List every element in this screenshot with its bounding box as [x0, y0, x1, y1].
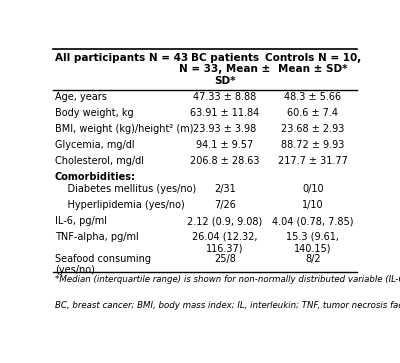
Text: Cholesterol, mg/dl: Cholesterol, mg/dl: [55, 156, 144, 166]
Text: TNF-alpha, pg/ml: TNF-alpha, pg/ml: [55, 232, 138, 242]
Text: Body weight, kg: Body weight, kg: [55, 108, 133, 118]
Text: 0/10: 0/10: [302, 184, 324, 194]
Text: 206.8 ± 28.63: 206.8 ± 28.63: [190, 156, 260, 166]
Text: 1/10: 1/10: [302, 200, 324, 210]
Text: Comorbidities:: Comorbidities:: [55, 172, 136, 182]
Text: 63.91 ± 11.84: 63.91 ± 11.84: [190, 108, 259, 118]
Text: Diabetes mellitus (yes/no): Diabetes mellitus (yes/no): [55, 184, 196, 194]
Text: BMI, weight (kg)/height² (m): BMI, weight (kg)/height² (m): [55, 124, 193, 134]
Text: BC patients
N = 33, Mean ±
SD*: BC patients N = 33, Mean ± SD*: [179, 53, 270, 86]
Text: 23.93 ± 3.98: 23.93 ± 3.98: [193, 124, 256, 134]
Text: 15.3 (9.61,
140.15): 15.3 (9.61, 140.15): [286, 232, 339, 253]
Text: 23.68 ± 2.93: 23.68 ± 2.93: [281, 124, 344, 134]
Text: 217.7 ± 31.77: 217.7 ± 31.77: [278, 156, 348, 166]
Text: Age, years: Age, years: [55, 92, 106, 102]
Text: 47.33 ± 8.88: 47.33 ± 8.88: [193, 92, 256, 102]
Text: Glycemia, mg/dl: Glycemia, mg/dl: [55, 140, 134, 150]
Text: 2/31: 2/31: [214, 184, 236, 194]
Text: 88.72 ± 9.93: 88.72 ± 9.93: [281, 140, 344, 150]
Text: 60.6 ± 7.4: 60.6 ± 7.4: [287, 108, 338, 118]
Text: BC, breast cancer; BMI, body mass index; IL, interleukin; TNF, tumor necrosis fa: BC, breast cancer; BMI, body mass index;…: [55, 301, 400, 310]
Text: Seafood consuming
(yes/no): Seafood consuming (yes/no): [55, 254, 151, 276]
Text: All participants N = 43: All participants N = 43: [55, 53, 188, 62]
Text: Controls N = 10,
Mean ± SD*: Controls N = 10, Mean ± SD*: [265, 53, 361, 74]
Text: 2.12 (0.9, 9.08): 2.12 (0.9, 9.08): [187, 216, 262, 226]
Text: *Median (interquartile range) is shown for non-normally distributed variable (IL: *Median (interquartile range) is shown f…: [55, 275, 400, 284]
Text: 7/26: 7/26: [214, 200, 236, 210]
Text: 48.3 ± 5.66: 48.3 ± 5.66: [284, 92, 342, 102]
Text: Hyperlipidemia (yes/no): Hyperlipidemia (yes/no): [55, 200, 184, 210]
Text: 8/2: 8/2: [305, 254, 321, 264]
Text: 4.04 (0.78, 7.85): 4.04 (0.78, 7.85): [272, 216, 354, 226]
Text: 25/8: 25/8: [214, 254, 236, 264]
Text: 94.1 ± 9.57: 94.1 ± 9.57: [196, 140, 253, 150]
Text: 26.04 (12.32,
116.37): 26.04 (12.32, 116.37): [192, 232, 258, 253]
Text: IL-6, pg/ml: IL-6, pg/ml: [55, 216, 107, 226]
